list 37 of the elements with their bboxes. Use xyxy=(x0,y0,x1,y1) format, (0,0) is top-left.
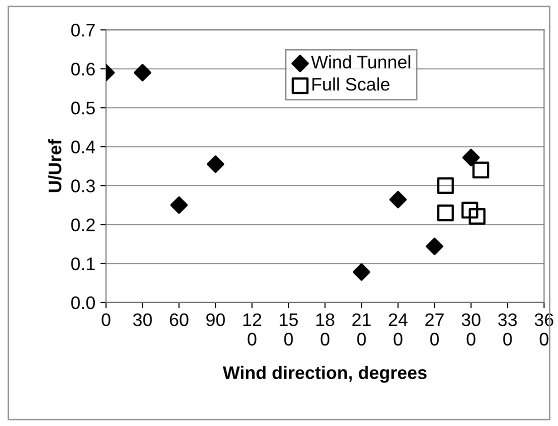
x-tick-label: 21 0 xyxy=(352,313,371,346)
y-axis-title: U/Uref xyxy=(48,139,62,192)
point xyxy=(468,208,486,225)
y-tick-label: 0.1 xyxy=(71,257,95,270)
point xyxy=(134,64,152,82)
y-tick-label: 0.7 xyxy=(71,24,95,37)
x-tick-label: 90 xyxy=(206,313,225,326)
point xyxy=(437,204,454,222)
x-tick-label: 12 0 xyxy=(243,313,262,346)
y-tick-label: 0.5 xyxy=(71,102,95,114)
point xyxy=(461,202,478,219)
y-tick-label: 0.2 xyxy=(71,218,95,232)
point xyxy=(352,263,370,281)
x-tick-label: 18 0 xyxy=(316,313,334,346)
y-tick-label: 0.6 xyxy=(71,62,95,76)
y-tick-label: 0.0 xyxy=(71,296,95,310)
point xyxy=(437,177,454,194)
point xyxy=(472,162,490,178)
point xyxy=(426,238,444,256)
x-tick-label: 24 0 xyxy=(388,313,408,346)
y-tick-label: 0.3 xyxy=(71,180,95,192)
x-tick-label: 30 0 xyxy=(462,313,480,346)
point xyxy=(170,196,188,214)
x-tick-label: 0 xyxy=(102,313,110,326)
point xyxy=(206,155,224,173)
x-axis-title: Wind direction, degrees xyxy=(222,366,427,383)
point xyxy=(389,190,407,208)
x-tick-label: 30 xyxy=(133,313,152,326)
x-tick-label: 27 0 xyxy=(425,313,444,346)
y-tick-label: 0.4 xyxy=(71,140,96,154)
x-tick-label: 60 xyxy=(170,313,188,326)
legend-label: Wind Tunnel xyxy=(311,55,410,68)
point xyxy=(462,148,480,166)
x-tick-label: 33 0 xyxy=(498,313,517,346)
legend-label: Full Scale xyxy=(312,77,390,91)
x-tick-label: 15 0 xyxy=(280,314,298,346)
x-tick-label: 36 0 xyxy=(534,313,554,346)
